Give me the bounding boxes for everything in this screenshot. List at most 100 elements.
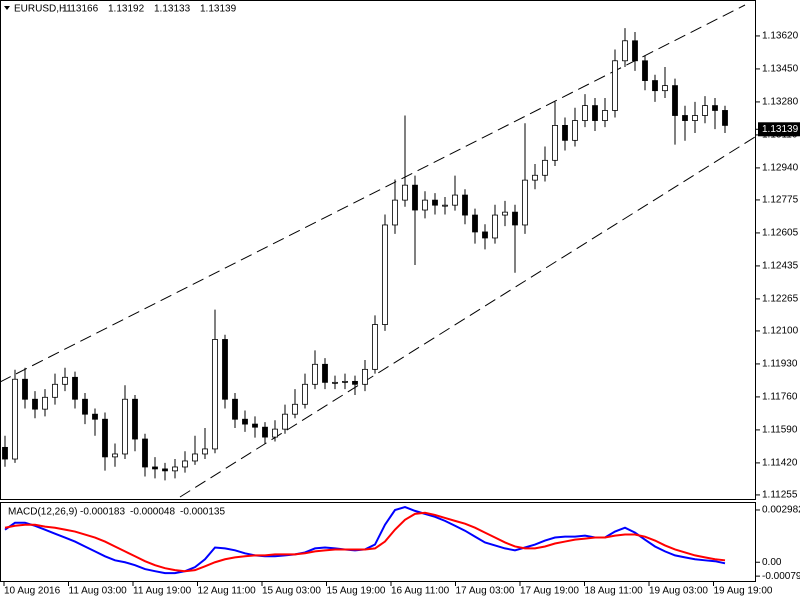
candle-body — [442, 204, 448, 207]
x-tick-label: 17 Aug 19:00 — [520, 586, 579, 597]
y-tick-label: 1.12605 — [762, 228, 799, 239]
candle-body — [402, 184, 408, 201]
x-tick-label: 19 Aug 03:00 — [649, 586, 708, 597]
candle-body — [172, 466, 178, 472]
y-tick-label: 1.13280 — [762, 97, 799, 108]
candle-body — [112, 453, 118, 458]
candle-body — [722, 110, 728, 126]
y-tick-label: 1.11930 — [762, 359, 798, 370]
candle-body — [42, 396, 48, 410]
macd-readout: -0.000135 — [180, 507, 225, 518]
candle-body — [272, 428, 278, 438]
candle-body — [152, 466, 158, 470]
candle-body — [282, 413, 288, 430]
candle-body — [192, 453, 198, 462]
candle-body — [382, 224, 388, 325]
candle-body — [592, 105, 598, 121]
macd-line — [4, 511, 726, 573]
candle-body — [472, 214, 478, 233]
candle-body — [392, 199, 398, 226]
candle-body — [642, 60, 648, 81]
candle-body — [212, 339, 218, 450]
candle-body — [662, 85, 668, 92]
candle-body — [712, 105, 718, 111]
candle-body — [332, 381, 338, 384]
candle-body — [182, 460, 188, 468]
x-tick-label: 19 Aug 19:00 — [714, 586, 773, 597]
candle-body — [252, 423, 258, 428]
candle-body — [672, 85, 678, 116]
x-tick-label: 17 Aug 03:00 — [456, 586, 515, 597]
y-tick-label: 0.00 — [762, 557, 782, 568]
x-tick-label: 11 Aug 19:00 — [133, 586, 192, 597]
candle-body — [602, 110, 608, 121]
y-tick-label: 1.11760 — [762, 392, 798, 403]
candle-body — [432, 199, 438, 206]
candle-body — [202, 448, 208, 455]
candle-body — [582, 105, 588, 121]
candle-body — [32, 398, 38, 410]
ohlc-value: 1.13166 — [62, 4, 99, 15]
candle-body — [62, 376, 68, 385]
x-tick-label: 15 Aug 19:00 — [327, 586, 386, 597]
candle-body — [322, 363, 328, 383]
candle-body — [652, 80, 658, 92]
candle-body — [242, 418, 248, 425]
candle-body — [142, 438, 148, 468]
x-tick-label: 10 Aug 2016 — [4, 586, 61, 597]
candle-body — [512, 211, 518, 226]
macd-panel — [0, 502, 756, 582]
symbol-title: EURUSD,H1 — [14, 4, 72, 15]
candle-body — [162, 468, 168, 472]
candle-body — [452, 194, 458, 206]
candle-body — [552, 125, 558, 161]
y-tick-label: 1.12265 — [762, 294, 799, 305]
ohlc-value: 1.13133 — [154, 4, 191, 15]
candle-body — [72, 376, 78, 400]
symbol-marker — [4, 6, 10, 10]
candle-body — [52, 383, 58, 398]
candle-body — [532, 174, 538, 181]
y-tick-label: 1.11255 — [762, 490, 798, 501]
candle-body — [562, 125, 568, 141]
macd-title: MACD(12,26,9) — [8, 507, 77, 518]
y-tick-label: 1.13450 — [762, 64, 799, 75]
candle-body — [102, 418, 108, 458]
y-tick-label: 1.13620 — [762, 31, 799, 42]
candle-body — [692, 115, 698, 121]
ohlc-value: 1.13192 — [108, 4, 145, 15]
candle-body — [482, 231, 488, 239]
candle-body — [522, 179, 528, 226]
x-tick-label: 12 Aug 11:00 — [198, 586, 257, 597]
candle-body — [2, 446, 8, 460]
candle-body — [302, 383, 308, 405]
candle-body — [352, 380, 358, 385]
macd-readout: -0.000048 — [130, 507, 175, 518]
x-tick-label: 18 Aug 11:00 — [585, 586, 644, 597]
candle-body — [262, 426, 268, 438]
candle-body — [422, 199, 428, 211]
candle-body — [502, 211, 508, 216]
current-price-box — [758, 122, 800, 137]
y-tick-label: -0.000792 — [762, 571, 800, 582]
current-price-label: 1.13139 — [762, 124, 799, 135]
candle-body — [702, 105, 708, 116]
y-tick-label: 1.12940 — [762, 163, 799, 174]
candle-body — [342, 380, 348, 383]
candle-body — [312, 363, 318, 385]
ohlc-value: 1.13139 — [200, 4, 237, 15]
y-tick-label: 1.11420 — [762, 458, 798, 469]
x-tick-label: 16 Aug 11:00 — [391, 586, 450, 597]
candle-body — [92, 413, 98, 420]
candle-body — [122, 398, 128, 455]
candle-body — [462, 194, 468, 216]
candle-body — [292, 403, 298, 415]
candle-body — [572, 120, 578, 141]
candle-body — [492, 214, 498, 239]
candle-body — [232, 398, 238, 420]
y-tick-label: 1.12100 — [762, 326, 799, 337]
candle-body — [682, 115, 688, 121]
channel-upper — [0, 4, 746, 383]
macd-readout: -0.000183 — [80, 507, 125, 518]
